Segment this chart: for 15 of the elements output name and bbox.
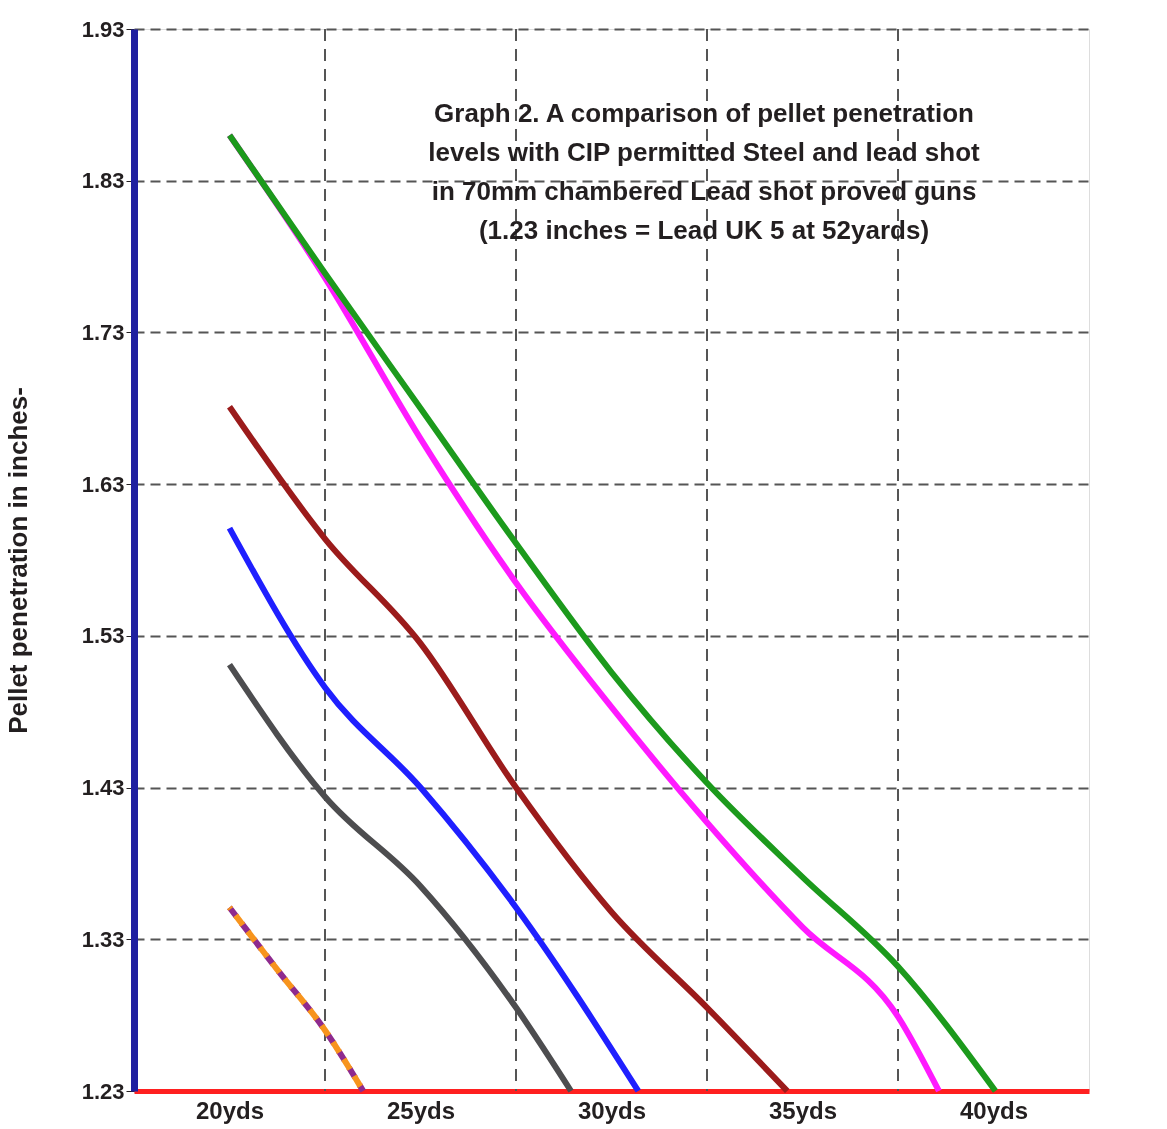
y-axis-title: Pellet penetration in inches- <box>2 387 33 734</box>
y-tick-label: 1.33 <box>81 926 125 952</box>
text: Graph 2. A comparison of pellet penetration levels with CIP permitted Steel and lead shot in 70mm chambered Lead shot proved guns (1.23 inches = Lead UK 5 at 52yards) <box>428 98 981 245</box>
y-tick-label: 1.93 <box>81 16 125 42</box>
x-tick-label: 40yds <box>959 1096 1029 1124</box>
y-tick-label: 1.53 <box>81 623 125 649</box>
x-tick-label: 30yds <box>577 1096 647 1124</box>
x-tick-label: 25yds <box>386 1096 456 1124</box>
x-tick-label: 35yds <box>768 1096 838 1124</box>
y-tick-label: 1.63 <box>81 471 125 497</box>
y-tick-label: 1.43 <box>81 775 125 801</box>
y-tick-label: 1.73 <box>81 319 125 345</box>
y-tick-label: 1.83 <box>81 168 125 194</box>
x-tick-label: 20yds <box>195 1096 265 1124</box>
y-tick-label: 1.23 <box>81 1078 125 1104</box>
